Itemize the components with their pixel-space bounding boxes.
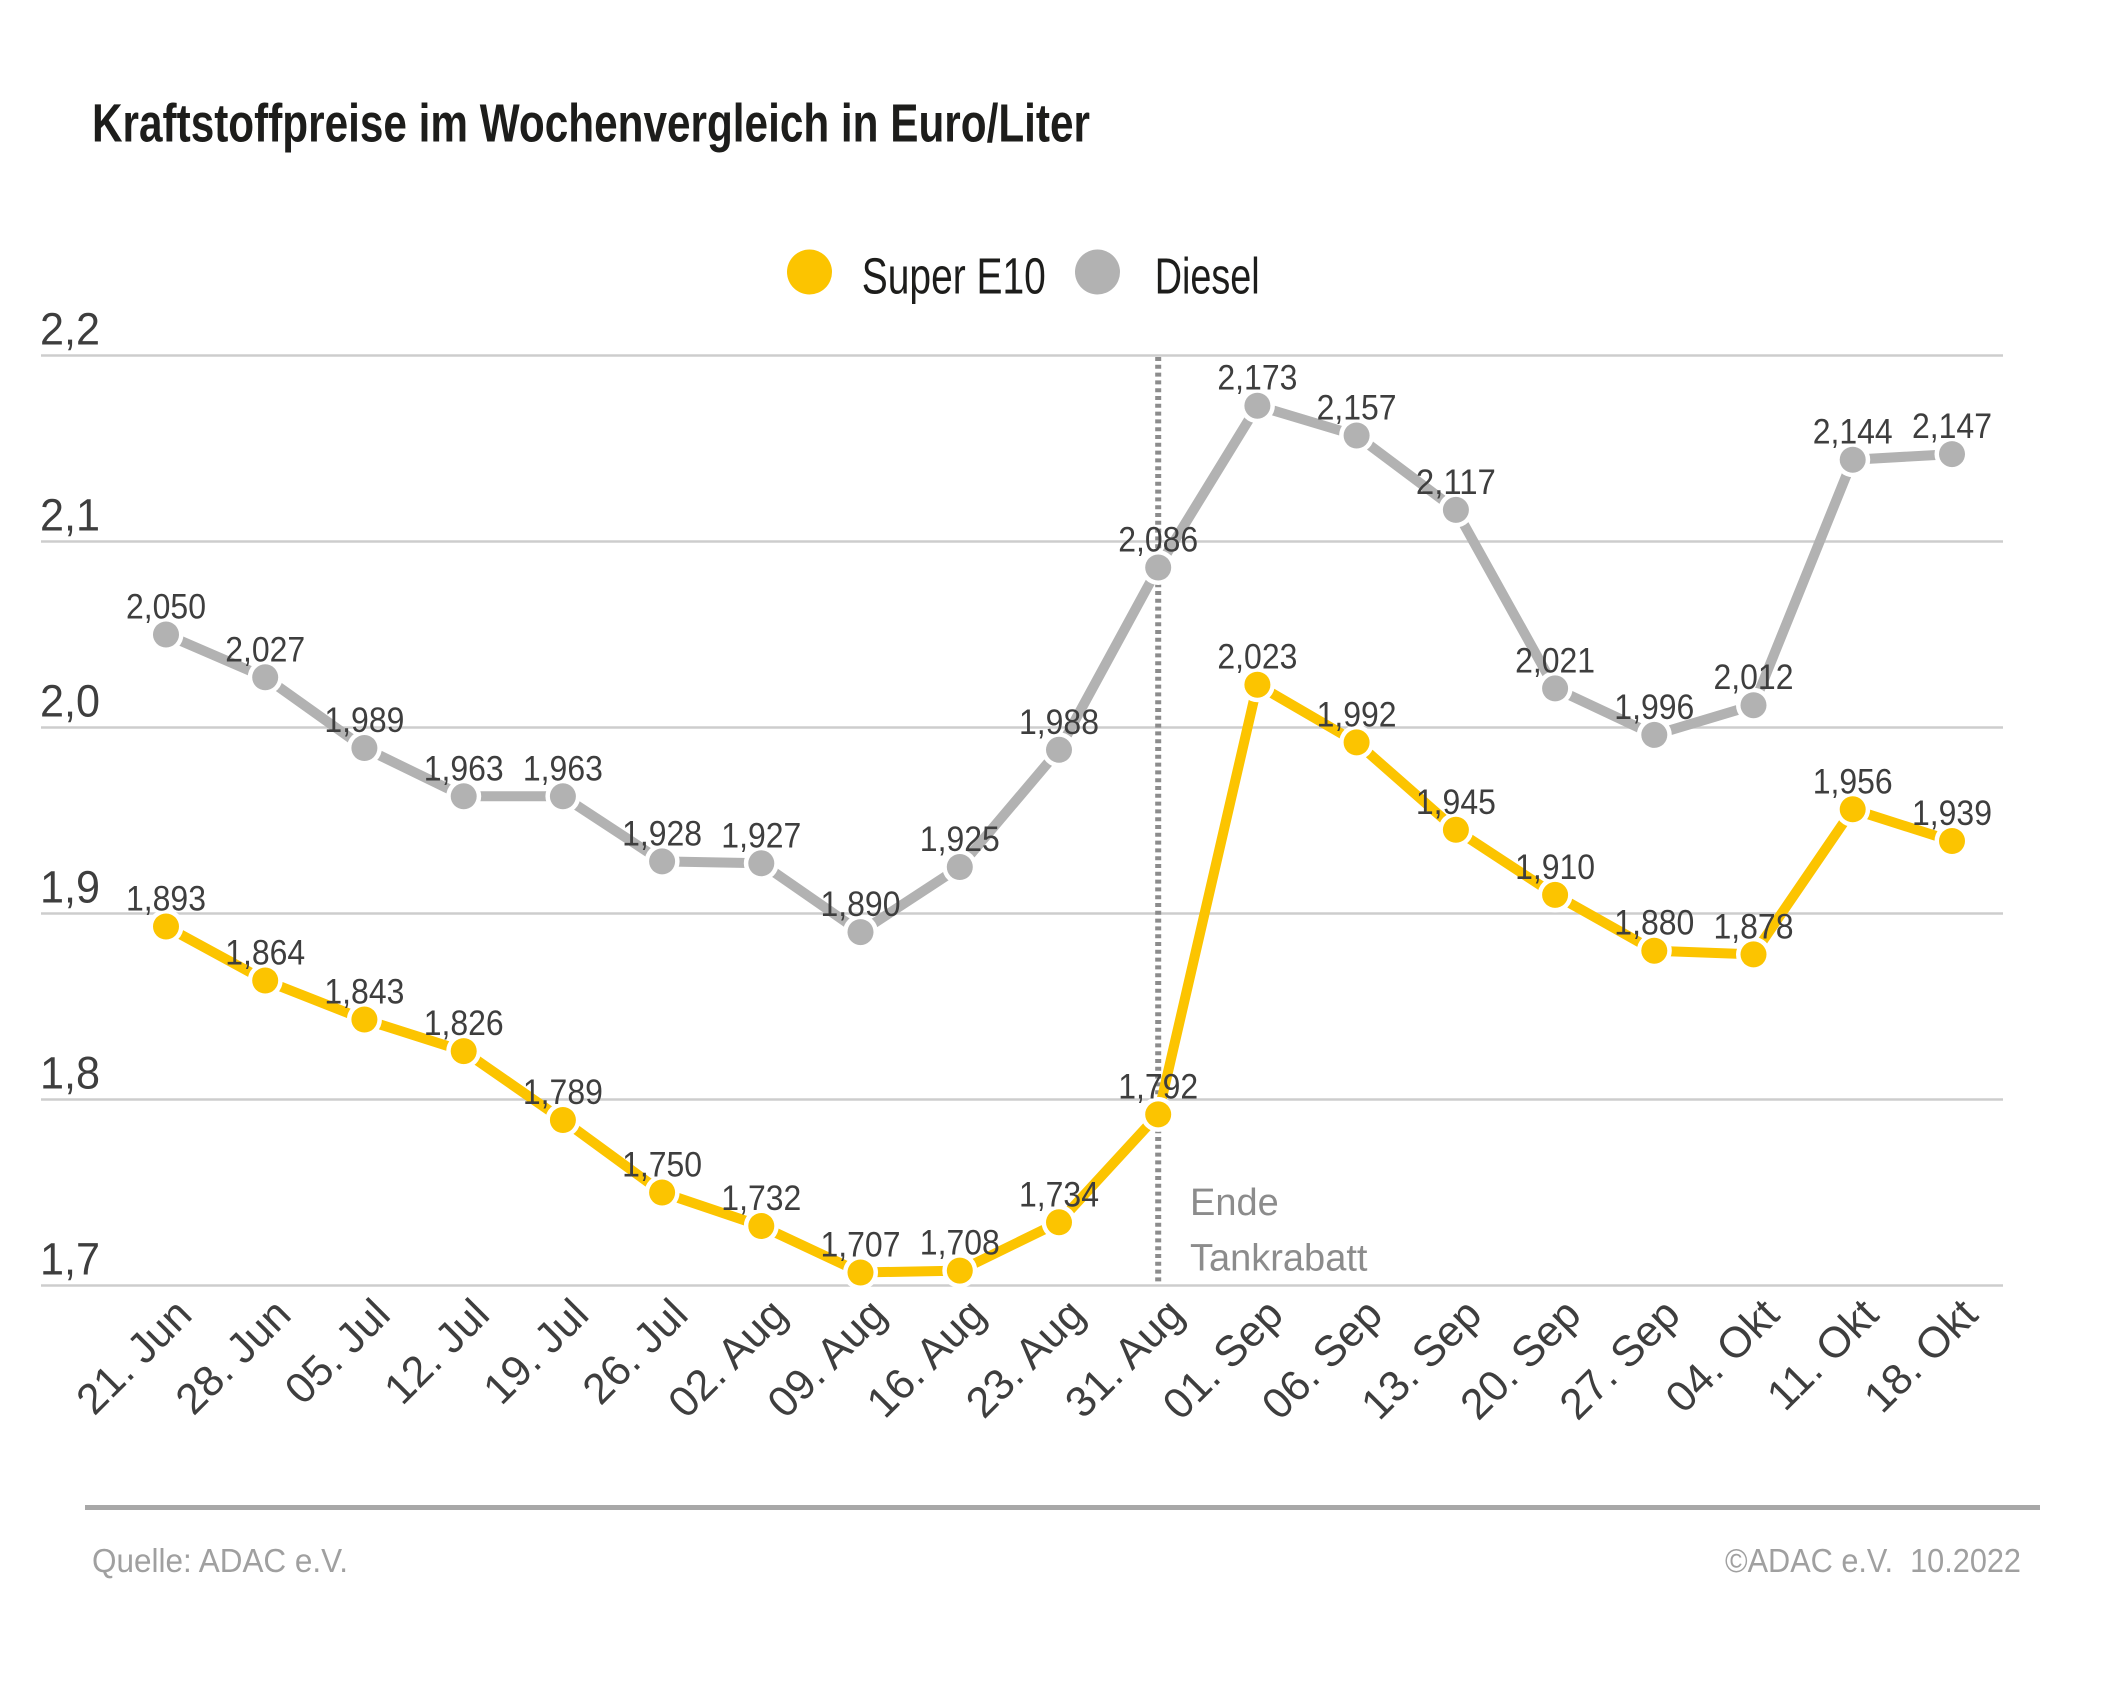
svg-text:1,792: 1,792 [1118,1067,1198,1106]
svg-text:Super E10: Super E10 [862,248,1046,305]
svg-text:1,750: 1,750 [622,1146,702,1185]
svg-text:2,086: 2,086 [1118,521,1198,560]
svg-text:1,708: 1,708 [920,1224,1000,1263]
svg-text:1,734: 1,734 [1019,1175,1099,1214]
svg-text:1,945: 1,945 [1416,783,1496,822]
svg-text:1,956: 1,956 [1813,762,1893,801]
svg-text:1,925: 1,925 [920,820,1000,859]
svg-text:1,880: 1,880 [1614,904,1694,943]
svg-text:2,173: 2,173 [1217,359,1297,398]
svg-text:2,157: 2,157 [1317,389,1397,428]
svg-text:2,1: 2,1 [40,490,100,541]
svg-text:1,988: 1,988 [1019,703,1099,742]
svg-text:1,843: 1,843 [324,973,404,1012]
svg-text:1,989: 1,989 [324,701,404,740]
svg-text:1,7: 1,7 [40,1234,100,1285]
svg-text:1,826: 1,826 [424,1004,504,1043]
svg-text:Ende: Ende [1190,1182,1279,1224]
svg-text:2,144: 2,144 [1813,413,1893,452]
svg-text:Kraftstoffpreise im Wochenverg: Kraftstoffpreise im Wochenvergleich in E… [92,93,1090,153]
svg-text:2,0: 2,0 [40,676,100,727]
svg-text:1,928: 1,928 [622,814,702,853]
svg-text:1,963: 1,963 [523,749,603,788]
svg-text:1,707: 1,707 [821,1226,901,1265]
svg-text:1,996: 1,996 [1614,688,1694,727]
svg-text:Tankrabatt: Tankrabatt [1190,1238,1368,1280]
svg-text:2,021: 2,021 [1515,641,1595,680]
svg-text:1,789: 1,789 [523,1073,603,1112]
svg-text:Diesel: Diesel [1155,248,1260,305]
svg-text:1,963: 1,963 [424,749,504,788]
svg-text:©ADAC e.V. 10.2022: ©ADAC e.V. 10.2022 [1725,1542,2021,1579]
svg-text:2,027: 2,027 [225,630,305,669]
svg-text:1,939: 1,939 [1912,794,1992,833]
svg-text:1,732: 1,732 [721,1179,801,1218]
svg-text:1,8: 1,8 [40,1048,100,1099]
svg-text:2,2: 2,2 [40,304,100,355]
svg-text:1,927: 1,927 [721,816,801,855]
svg-text:1,910: 1,910 [1515,848,1595,887]
svg-text:1,893: 1,893 [126,880,206,919]
svg-text:Quelle: ADAC e.V.: Quelle: ADAC e.V. [92,1542,348,1579]
svg-text:1,9: 1,9 [40,862,100,913]
svg-text:1,864: 1,864 [225,934,305,973]
svg-text:1,890: 1,890 [821,885,901,924]
svg-text:2,012: 2,012 [1714,658,1794,697]
svg-text:1,878: 1,878 [1714,907,1794,946]
svg-text:2,050: 2,050 [126,588,206,627]
svg-text:2,023: 2,023 [1217,638,1297,677]
svg-text:2,117: 2,117 [1416,463,1496,502]
svg-text:1,992: 1,992 [1317,695,1397,734]
svg-text:2,147: 2,147 [1912,407,1992,446]
